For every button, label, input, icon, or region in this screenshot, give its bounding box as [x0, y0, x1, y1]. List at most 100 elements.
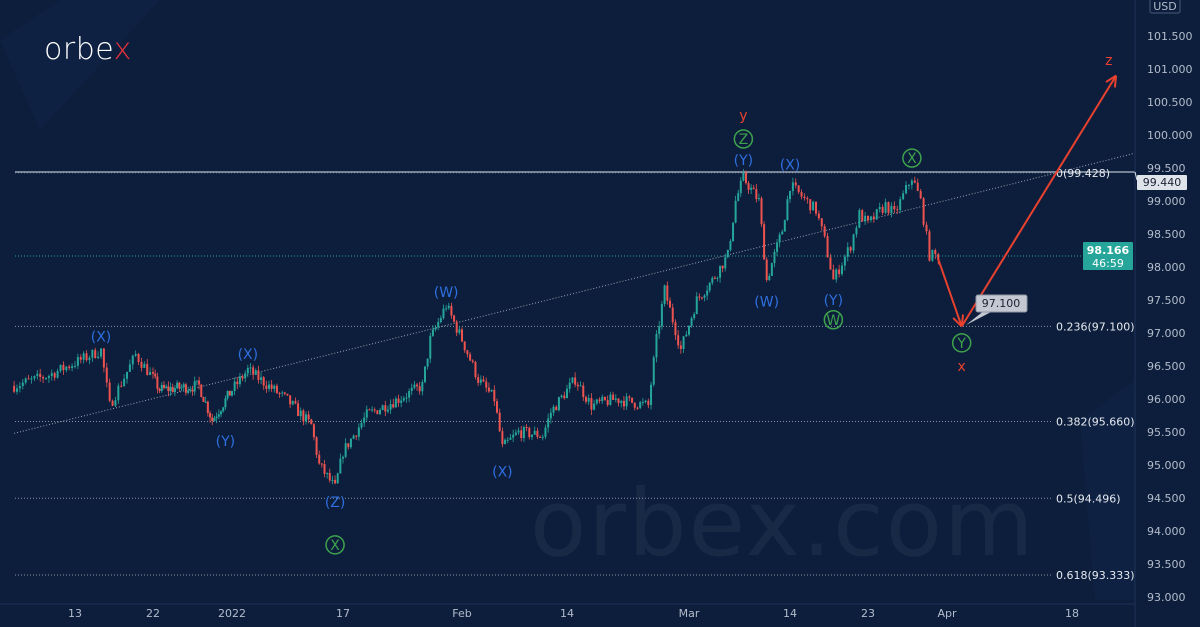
candle-body: [744, 172, 747, 184]
candle-body: [323, 464, 326, 474]
candle-body: [254, 370, 257, 375]
candle-body: [318, 454, 321, 464]
projection-arrow-line[interactable]: [960, 75, 1117, 327]
candle-body: [765, 259, 768, 281]
price-tick-label: 99.000: [1147, 195, 1186, 208]
candle-body: [379, 409, 382, 415]
candle-body: [601, 396, 604, 402]
candle-body: [671, 307, 674, 323]
wave-label: Z: [739, 132, 749, 148]
price-tick-label: 94.500: [1147, 492, 1186, 505]
candle-body: [283, 392, 286, 394]
candle-body: [408, 391, 411, 398]
candle-body: [198, 380, 201, 385]
candle-body: [625, 396, 628, 407]
candle-body: [660, 304, 663, 327]
level-badge: 99.440: [1134, 171, 1187, 190]
wave-label: (X): [91, 329, 112, 345]
candle-body: [823, 226, 826, 237]
candle-body: [193, 381, 196, 392]
candle-body: [68, 366, 71, 369]
candle-body: [394, 398, 397, 408]
time-tick-label: 22: [146, 607, 160, 620]
candle-body: [392, 404, 395, 408]
candle-body: [835, 269, 838, 280]
candle-body: [418, 386, 421, 392]
background-decor: [0, 0, 1135, 600]
candle-body: [536, 430, 539, 437]
candle-body: [579, 385, 582, 387]
candle-body: [726, 249, 729, 258]
candle-body: [273, 385, 276, 389]
candle-body: [200, 384, 203, 398]
candle-body: [902, 193, 905, 200]
candle-body: [622, 400, 625, 407]
candle-body: [658, 326, 661, 334]
wave-label: (X): [492, 465, 513, 481]
candle-body: [781, 231, 784, 235]
candle-body: [204, 401, 207, 403]
candle-body: [42, 376, 45, 379]
wave-label: X: [907, 151, 917, 167]
candle-body: [154, 373, 157, 377]
candle-body: [747, 183, 750, 190]
candle-body: [864, 215, 867, 222]
candle-body: [146, 363, 149, 375]
candle-body: [603, 396, 606, 401]
candle-body: [450, 305, 453, 316]
candle-body: [195, 380, 198, 382]
candle-body: [644, 400, 647, 402]
candle-body: [209, 413, 212, 418]
candle-body: [560, 395, 563, 398]
candle-body: [549, 412, 552, 419]
candle-body: [13, 385, 16, 392]
candle-body: [297, 403, 300, 417]
arrow-head: [952, 317, 963, 328]
arrow-head: [1105, 74, 1117, 83]
price-tick-label: 99.500: [1147, 162, 1186, 175]
fibonacci-levels: 0(99.428) 0.236(97.100) 0.382(95.660) 0.5(9…: [15, 167, 1135, 582]
candle-body: [887, 202, 890, 213]
candle-body: [400, 400, 403, 403]
candle-body: [620, 400, 623, 403]
candle-body: [140, 361, 143, 368]
candle-body: [120, 385, 123, 387]
currency-badge[interactable]: USD: [1149, 0, 1181, 14]
candle-body: [752, 187, 755, 190]
projection-arrow-line[interactable]: [937, 258, 963, 327]
candle-body: [587, 397, 590, 402]
callout-text: 97.100: [982, 297, 1021, 310]
candle-body: [609, 394, 612, 405]
candle-body: [794, 182, 797, 186]
candle-body: [855, 227, 858, 235]
candle-body: [167, 386, 170, 392]
candle-body: [59, 364, 62, 371]
candle-body: [568, 382, 571, 389]
candle-body: [477, 377, 480, 383]
candle-body: [925, 224, 928, 232]
price-callout: 97.100: [966, 294, 1028, 325]
price-axis[interactable]: 93.000 93.500 94.000 94.500 95.000 95.500 96.0…: [1147, 30, 1193, 604]
candle-body: [222, 407, 225, 412]
candle-body: [402, 398, 405, 401]
candle-body: [173, 388, 176, 393]
candle-body: [117, 385, 120, 401]
candle-body: [339, 458, 342, 474]
candle-body: [501, 431, 504, 445]
candle-body: [312, 424, 315, 438]
candle-body: [373, 409, 376, 411]
price-tick-label: 100.500: [1147, 96, 1193, 109]
candle-body: [682, 336, 685, 349]
time-axis[interactable]: 13 22 2022 17 Feb 14 Mar 14 23 Apr 18: [68, 607, 1079, 620]
candle-body: [700, 297, 703, 299]
candle-body: [257, 370, 260, 380]
trendline-line[interactable]: [13, 152, 1136, 434]
candle-body: [773, 251, 776, 264]
time-tick-label: 2022: [218, 607, 246, 620]
candle-body: [344, 443, 347, 457]
candle-body: [742, 172, 745, 181]
candle-body: [617, 398, 620, 403]
candle-body: [716, 277, 719, 279]
candle-body: [628, 396, 631, 398]
